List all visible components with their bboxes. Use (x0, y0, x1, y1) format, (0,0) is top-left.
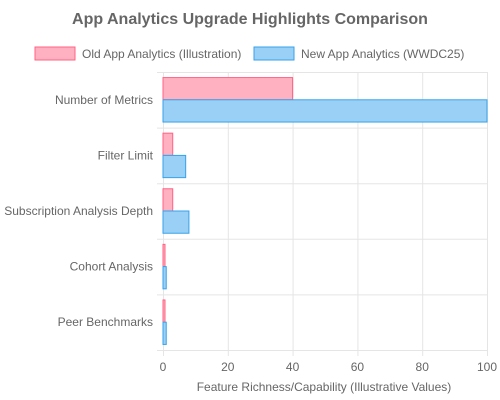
y-tick-label: Cohort Analysis (70, 260, 153, 274)
bar-old-3[interactable] (162, 243, 166, 268)
chart-title: App Analytics Upgrade Highlights Compari… (72, 11, 428, 28)
legend-label-new[interactable]: New App Analytics (WWDC25) (301, 47, 464, 61)
bar-old-1[interactable] (162, 132, 174, 156)
legend-swatch-new[interactable] (253, 46, 295, 61)
y-axis-labels: Number of Metrics Filter Limit Subscriptio… (4, 93, 153, 329)
y-tick-label: Subscription Analysis Depth (4, 204, 153, 218)
bar-old-2[interactable] (162, 188, 174, 212)
x-tick-label: 80 (416, 360, 430, 374)
legend-swatch-old[interactable] (34, 46, 76, 61)
bars (162, 77, 488, 345)
x-tick-label: 60 (351, 360, 365, 374)
bar-new-1[interactable] (162, 154, 187, 179)
x-axis-labels: 0 20 40 60 80 100 (160, 360, 498, 374)
bar-old-0[interactable] (162, 77, 294, 101)
y-tick-label: Filter Limit (98, 148, 154, 162)
y-tick-label: Number of Metrics (55, 93, 153, 107)
x-tick-label: 20 (221, 360, 235, 374)
bar-new-2[interactable] (162, 210, 190, 234)
x-tick-label: 0 (160, 360, 167, 374)
legend-label-old[interactable]: Old App Analytics (Illustration) (82, 47, 241, 61)
bar-new-4[interactable] (162, 321, 167, 345)
x-tick-label: 100 (477, 360, 497, 374)
legend: Old App Analytics (Illustration) New App… (34, 46, 464, 61)
x-tick-label: 40 (286, 360, 300, 374)
bar-old-4[interactable] (162, 299, 166, 323)
y-tick-label: Peer Benchmarks (58, 315, 153, 329)
bar-new-3[interactable] (162, 266, 167, 290)
x-axis-title: Feature Richness/Capability (Illustrativ… (197, 380, 452, 394)
bar-new-0[interactable] (162, 99, 488, 123)
